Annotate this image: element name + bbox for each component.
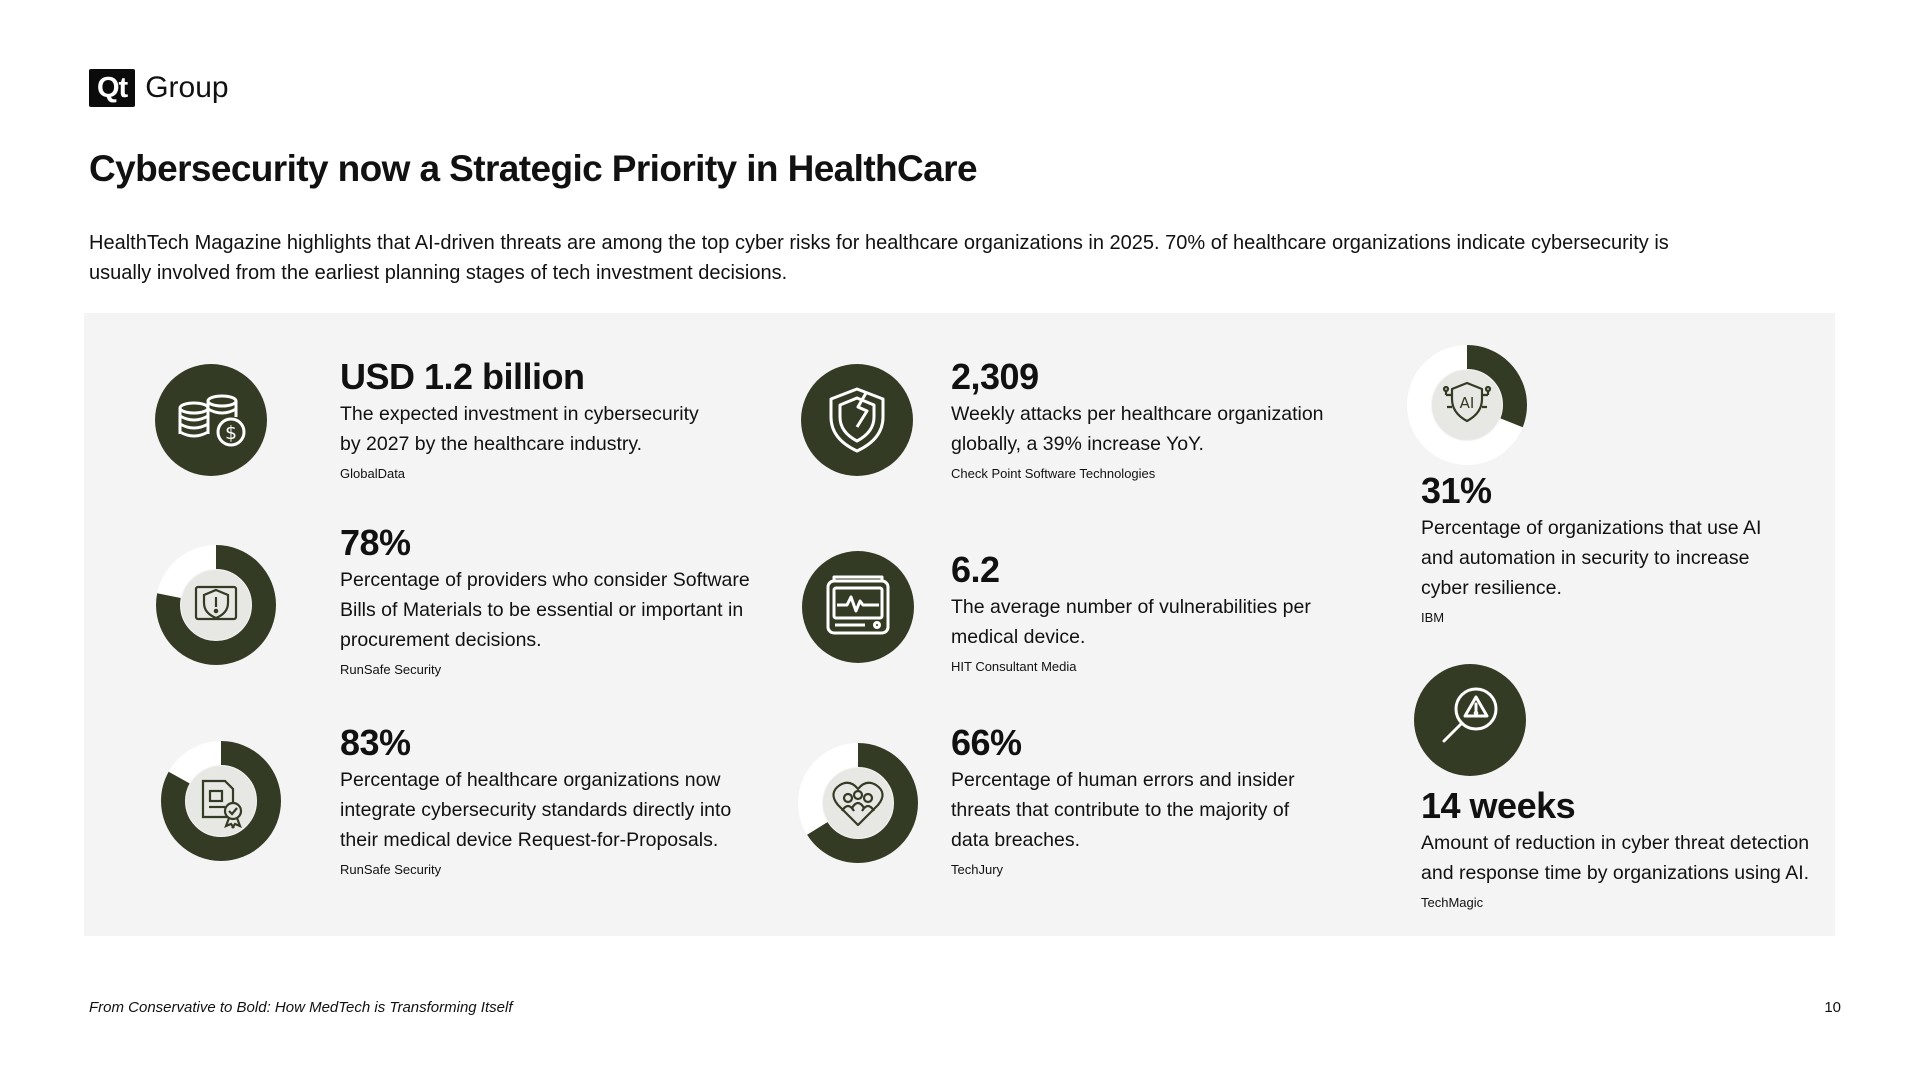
page-title: Cybersecurity now a Strategic Priority i… — [89, 148, 978, 189]
stat-description: The expected investment in cybersecurity… — [340, 403, 699, 455]
stat-description: Amount of reduction in cyber threat dete… — [1421, 832, 1810, 884]
stat-description: Percentage of providers who consider Sof… — [340, 569, 750, 651]
ai-shield-icon: AI — [1405, 343, 1529, 467]
qt-group-logo: Qt Group — [89, 69, 229, 107]
stat-value: 66% — [951, 722, 1022, 763]
stat-card: USD 1.2 billion The expected investment … — [340, 357, 780, 483]
stat-source: RunSafe Security — [340, 662, 442, 677]
stat-value: USD 1.2 billion — [340, 356, 585, 397]
progress-ring — [161, 741, 281, 861]
stat-description: Percentage of human errors and insider t… — [951, 769, 1295, 851]
certified-document-icon — [159, 739, 283, 863]
stat-description: Percentage of organizations that use AI … — [1421, 517, 1762, 599]
stat-value: 78% — [340, 522, 411, 563]
svg-text:AI: AI — [1460, 394, 1475, 412]
stat-source: TechJury — [951, 862, 1004, 877]
magnifier-warning-icon — [1413, 663, 1527, 777]
stat-description: Percentage of healthcare organizations n… — [340, 769, 732, 851]
shield-warning-monitor-icon — [154, 543, 278, 667]
stat-card: 6.2 The average number of vulnerabilitie… — [951, 550, 1371, 676]
stat-source: HIT Consultant Media — [951, 659, 1077, 674]
stat-card: 31% Percentage of organizations that use… — [1421, 471, 1841, 627]
stat-source: GlobalData — [340, 466, 406, 481]
intro-paragraph: HealthTech Magazine highlights that AI-d… — [89, 232, 1669, 284]
stat-value: 83% — [340, 722, 411, 763]
logo-text: Group — [145, 71, 229, 104]
stat-source: TechMagic — [1421, 895, 1484, 910]
page-number: 10 — [1824, 999, 1841, 1016]
stat-card: 83% Percentage of healthcare organizatio… — [340, 723, 780, 879]
stat-description: Weekly attacks per healthcare organizati… — [951, 403, 1324, 455]
stat-value: 6.2 — [951, 549, 1000, 590]
stat-source: RunSafe Security — [340, 862, 442, 877]
qt-logo-mark: Qt — [89, 69, 136, 107]
stat-card: 78% Percentage of providers who consider… — [340, 523, 780, 679]
stat-card: 66% Percentage of human errors and insid… — [951, 723, 1371, 879]
stat-value: 14 weeks — [1421, 785, 1576, 826]
coins-dollar-icon: $ — [154, 363, 268, 477]
progress-ring — [1407, 345, 1527, 465]
stat-description: The average number of vulnerabilities pe… — [951, 596, 1311, 648]
progress-ring — [798, 743, 918, 863]
stats-panel: $ USD 1.2 billion The expected investmen… — [84, 313, 1835, 936]
stat-card: 2,309 Weekly attacks per healthcare orga… — [951, 357, 1371, 483]
stat-value: 31% — [1421, 470, 1492, 511]
stat-value: 2,309 — [951, 356, 1039, 397]
svg-text:$: $ — [225, 422, 237, 444]
people-heart-icon — [796, 741, 920, 865]
stat-source: Check Point Software Technologies — [951, 466, 1156, 481]
stat-source: IBM — [1421, 610, 1445, 625]
stat-card: 14 weeks Amount of reduction in cyber th… — [1421, 786, 1841, 912]
cracked-shield-icon — [800, 363, 914, 477]
heart-monitor-icon — [801, 550, 915, 664]
progress-ring — [156, 545, 276, 665]
footer-title: From Conservative to Bold: How MedTech i… — [89, 999, 513, 1016]
